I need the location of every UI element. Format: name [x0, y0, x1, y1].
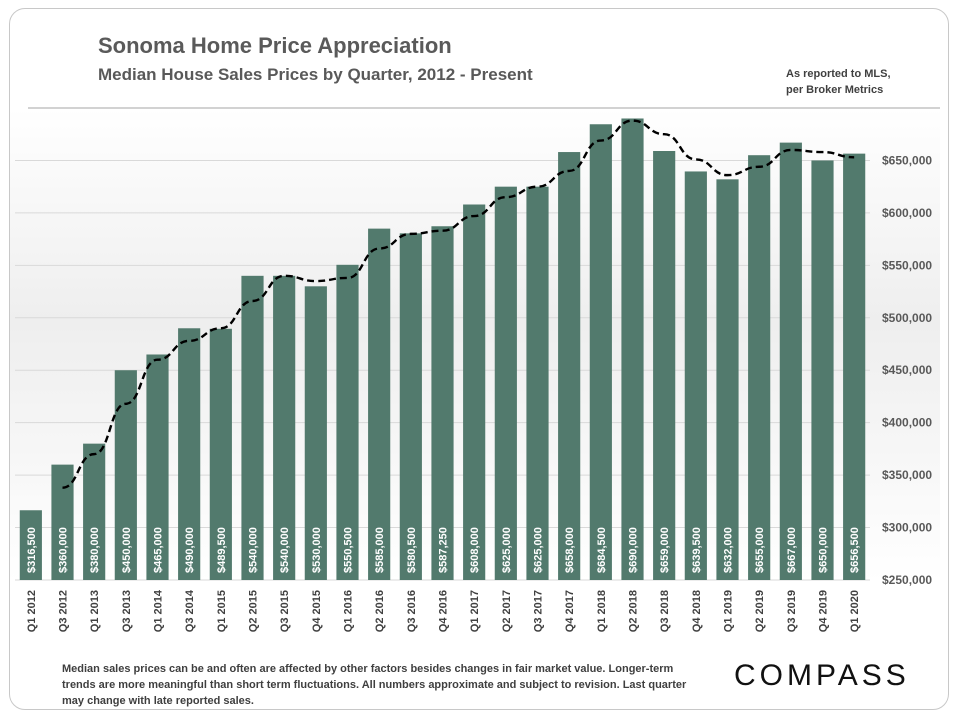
- trend-line: [62, 119, 855, 489]
- bar: [589, 124, 612, 580]
- source-note: As reported to MLS, per Broker Metrics: [786, 66, 891, 98]
- bar-value-label: $632,000: [723, 527, 735, 573]
- bar-value-label: $585,000: [374, 527, 386, 573]
- x-tick-label: Q1 2017: [469, 590, 481, 632]
- x-tick-label: Q2 2015: [248, 590, 260, 632]
- bar: [621, 118, 644, 580]
- bar: [494, 186, 517, 580]
- x-tick-label: Q1 2016: [343, 590, 355, 632]
- bar-value-label: $655,000: [754, 527, 766, 573]
- bar: [716, 179, 739, 580]
- y-tick-label: $250,000: [882, 573, 932, 587]
- x-tick-label: Q3 2012: [58, 590, 70, 632]
- source-line-1: As reported to MLS,: [786, 68, 891, 80]
- x-tick-label: Q1 2013: [89, 590, 101, 632]
- y-tick-label: $450,000: [882, 363, 932, 377]
- bar: [811, 160, 834, 580]
- bar: [748, 155, 771, 580]
- bar-value-label: $580,500: [406, 527, 418, 573]
- x-tick-label: Q3 2019: [786, 590, 798, 632]
- bar-value-label: $684,500: [596, 527, 608, 573]
- x-tick-label: Q3 2018: [659, 590, 671, 632]
- bar-value-label: $587,250: [438, 527, 450, 573]
- x-tick-label: Q2 2016: [374, 590, 386, 632]
- source-line-2: per Broker Metrics: [786, 84, 884, 96]
- bar-value-label: $608,000: [469, 527, 481, 573]
- chart-subtitle: Median House Sales Prices by Quarter, 20…: [98, 65, 533, 84]
- bar-value-label: $625,000: [501, 527, 513, 573]
- bar: [336, 264, 359, 580]
- bar-value-label: $450,000: [121, 527, 133, 573]
- bar-value-label: $659,000: [659, 527, 671, 573]
- bar: [368, 228, 391, 580]
- x-tick-label: Q1 2019: [723, 590, 735, 632]
- bar: [779, 142, 802, 580]
- bar: [653, 151, 676, 580]
- chart-title: Sonoma Home Price Appreciation: [98, 33, 452, 58]
- footnote: Median sales prices can be and often are…: [62, 663, 687, 707]
- y-tick-label: $400,000: [882, 416, 932, 430]
- x-tick-label: Q2 2018: [628, 590, 640, 632]
- x-tick-label: Q1 2018: [596, 590, 608, 632]
- bar: [304, 286, 327, 580]
- x-tick-label: Q4 2019: [818, 590, 830, 632]
- bar: [19, 510, 42, 580]
- bar-value-label: $380,000: [89, 527, 101, 573]
- bar-value-label: $490,000: [184, 527, 196, 573]
- bar: [83, 443, 106, 580]
- bar-value-label: $650,000: [818, 527, 830, 573]
- bar-value-label: $656,500: [849, 527, 861, 573]
- bar: [843, 153, 866, 581]
- y-tick-label: $650,000: [882, 153, 932, 167]
- compass-logo: COMPASS: [734, 659, 910, 692]
- bar-value-label: $658,000: [564, 527, 576, 573]
- x-tick-label: Q2 2017: [501, 590, 513, 632]
- x-tick-label: Q1 2015: [216, 590, 228, 632]
- bar: [209, 328, 232, 580]
- bar: [684, 171, 707, 581]
- bar: [178, 328, 201, 580]
- x-tick-label: Q3 2016: [406, 590, 418, 632]
- y-tick-label: $600,000: [882, 206, 932, 220]
- bar-value-label: $530,000: [311, 527, 323, 573]
- bar: [241, 275, 264, 580]
- x-tick-label: Q3 2015: [279, 590, 291, 632]
- x-tick-label: Q4 2018: [691, 590, 703, 632]
- bar: [273, 275, 296, 580]
- y-tick-label: $300,000: [882, 521, 932, 535]
- bar: [114, 370, 137, 580]
- bar-chart: $316,500 $360,000 $380,000 $450,000 $465,000…: [10, 107, 940, 632]
- x-tick-label: Q3 2017: [533, 590, 545, 632]
- bar: [431, 226, 454, 581]
- y-tick-label: $550,000: [882, 258, 932, 272]
- x-tick-label: Q1 2014: [153, 589, 165, 632]
- bar: [146, 354, 169, 580]
- bar-value-label: $550,500: [343, 527, 355, 573]
- bar: [399, 233, 422, 580]
- x-tick-label: Q3 2014: [184, 589, 196, 632]
- x-tick-label: Q4 2016: [438, 590, 450, 632]
- y-tick-label: $350,000: [882, 468, 932, 482]
- bar: [558, 152, 581, 580]
- bar: [51, 464, 74, 580]
- bar: [463, 204, 486, 580]
- bar-value-label: $465,000: [153, 527, 165, 573]
- x-tick-label: Q2 2019: [754, 590, 766, 632]
- bar-value-label: $540,000: [279, 527, 291, 573]
- bar: [526, 186, 549, 580]
- bar-value-label: $639,500: [691, 527, 703, 573]
- x-tick-label: Q3 2013: [121, 590, 133, 632]
- x-tick-label: Q4 2017: [564, 590, 576, 632]
- bar-value-label: $489,500: [216, 527, 228, 573]
- x-tick-label: Q4 2015: [311, 590, 323, 632]
- bar-value-label: $667,000: [786, 527, 798, 573]
- bar-value-label: $690,000: [628, 527, 640, 573]
- bar-value-label: $540,000: [248, 527, 260, 573]
- bar-value-label: $316,500: [26, 527, 38, 573]
- x-tick-label: Q1 2020: [849, 590, 861, 632]
- y-tick-label: $500,000: [882, 311, 932, 325]
- bar-value-label: $625,000: [533, 527, 545, 573]
- x-tick-label: Q1 2012: [26, 590, 38, 632]
- bar-value-label: $360,000: [58, 527, 70, 573]
